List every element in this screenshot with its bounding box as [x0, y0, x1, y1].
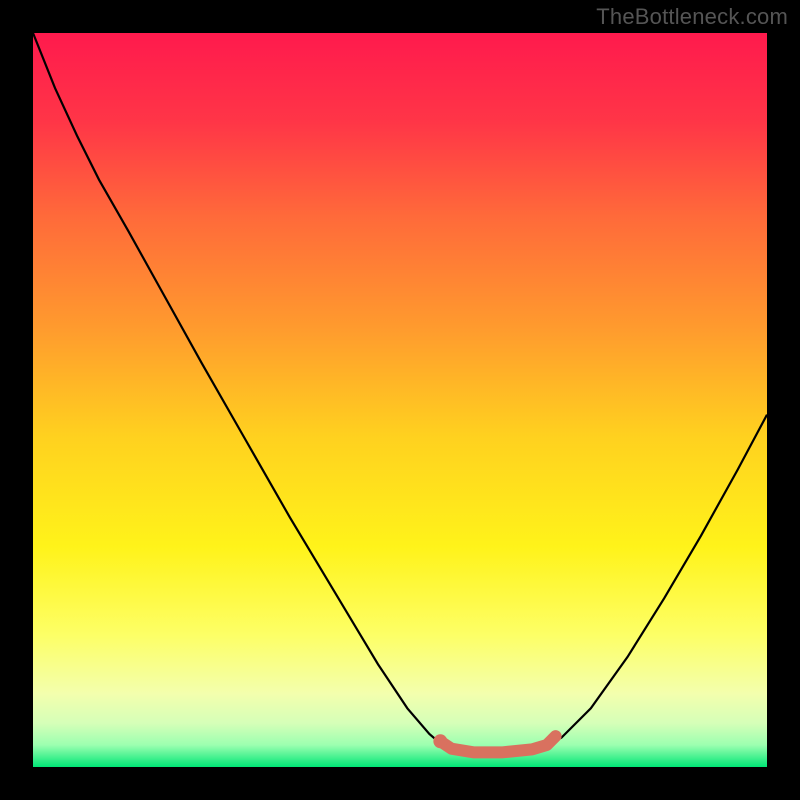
plot-background — [33, 33, 767, 767]
bottleneck-chart — [0, 0, 800, 800]
watermark-label: TheBottleneck.com — [596, 4, 788, 30]
optimal-point-marker — [433, 734, 447, 748]
chart-container: TheBottleneck.com — [0, 0, 800, 800]
